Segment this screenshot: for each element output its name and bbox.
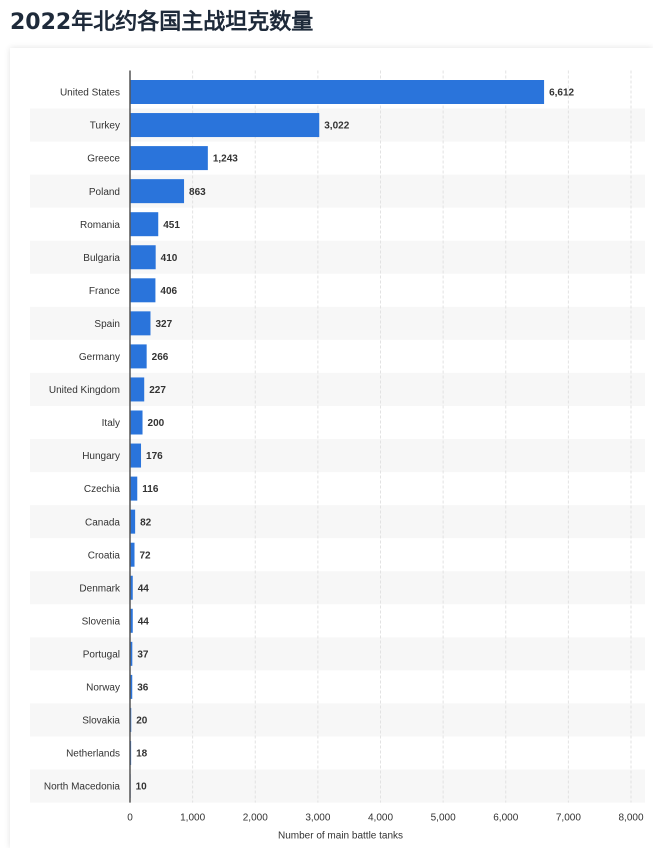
y-tick-label: Czechia xyxy=(84,484,121,495)
value-label: 44 xyxy=(138,616,150,627)
x-tick-label: 3,000 xyxy=(305,813,330,824)
row-band xyxy=(30,769,645,803)
y-tick-label: Croatia xyxy=(88,550,121,561)
row-band xyxy=(30,505,645,539)
x-tick-label: 7,000 xyxy=(556,813,581,824)
y-tick-label: France xyxy=(89,286,121,297)
bar xyxy=(130,113,320,138)
y-tick-label: Canada xyxy=(85,517,120,528)
bar xyxy=(130,608,133,633)
y-tick-label: Denmark xyxy=(79,583,121,594)
bar xyxy=(130,476,138,501)
bar xyxy=(130,575,133,600)
value-label: 266 xyxy=(152,352,169,363)
y-tick-label: Bulgaria xyxy=(83,253,120,264)
y-tick-label: Netherlands xyxy=(66,749,120,760)
value-label: 36 xyxy=(137,683,149,694)
y-tick-label: Norway xyxy=(86,683,120,694)
value-label: 1,243 xyxy=(213,154,238,165)
bar xyxy=(130,509,136,534)
value-label: 72 xyxy=(140,550,152,561)
bar xyxy=(130,674,133,699)
x-tick-label: 8,000 xyxy=(618,813,643,824)
y-tick-label: North Macedonia xyxy=(44,782,121,793)
value-label: 37 xyxy=(137,649,149,660)
y-tick-label: United Kingdom xyxy=(49,385,120,396)
row-band xyxy=(30,174,645,208)
row-band xyxy=(30,372,645,406)
value-label: 20 xyxy=(136,716,148,727)
bar xyxy=(130,641,133,666)
y-tick-label: Slovakia xyxy=(82,716,120,727)
value-label: 44 xyxy=(138,583,150,594)
bar xyxy=(130,443,142,468)
bar xyxy=(130,146,208,171)
y-tick-label: Germany xyxy=(79,352,120,363)
value-label: 406 xyxy=(160,286,177,297)
x-axis-label: Number of main battle tanks xyxy=(278,831,403,842)
bar xyxy=(130,344,147,369)
bar xyxy=(130,542,135,567)
value-label: 327 xyxy=(155,319,172,330)
row-band xyxy=(30,439,645,473)
bar xyxy=(130,212,159,237)
x-tick-label: 5,000 xyxy=(431,813,456,824)
page-title: 2022年北约各国主战坦克数量 xyxy=(10,10,314,35)
y-tick-label: United States xyxy=(60,88,120,99)
x-tick-label: 4,000 xyxy=(368,813,393,824)
row-band xyxy=(30,703,645,737)
value-label: 176 xyxy=(146,451,163,462)
x-tick-label: 6,000 xyxy=(493,813,518,824)
y-tick-label: Portugal xyxy=(83,649,120,660)
value-label: 18 xyxy=(136,749,148,760)
y-tick-label: Italy xyxy=(102,418,120,429)
value-label: 116 xyxy=(142,484,159,495)
y-tick-label: Greece xyxy=(87,154,120,165)
bar xyxy=(130,311,151,336)
bar xyxy=(130,245,156,270)
bar xyxy=(130,410,143,435)
y-tick-label: Hungary xyxy=(82,451,120,462)
value-label: 200 xyxy=(148,418,165,429)
bar xyxy=(130,278,156,303)
x-tick-label: 2,000 xyxy=(243,813,268,824)
row-band xyxy=(30,306,645,340)
bar xyxy=(130,179,185,204)
y-tick-label: Slovenia xyxy=(82,616,121,627)
value-label: 6,612 xyxy=(549,88,574,99)
value-label: 227 xyxy=(149,385,166,396)
row-band xyxy=(30,240,645,274)
bar xyxy=(130,377,145,402)
value-label: 82 xyxy=(140,517,152,528)
y-tick-label: Romania xyxy=(80,220,120,231)
value-label: 10 xyxy=(136,782,148,793)
row-band xyxy=(30,637,645,671)
x-tick-label: 1,000 xyxy=(180,813,205,824)
value-label: 863 xyxy=(189,187,206,198)
value-label: 3,022 xyxy=(324,121,349,132)
y-tick-label: Poland xyxy=(89,187,120,198)
value-label: 451 xyxy=(163,220,180,231)
value-label: 410 xyxy=(161,253,178,264)
y-tick-label: Spain xyxy=(94,319,120,330)
row-band xyxy=(30,571,645,605)
bar xyxy=(130,80,545,104)
y-tick-label: Turkey xyxy=(90,121,120,132)
x-tick-label: 0 xyxy=(127,813,133,824)
